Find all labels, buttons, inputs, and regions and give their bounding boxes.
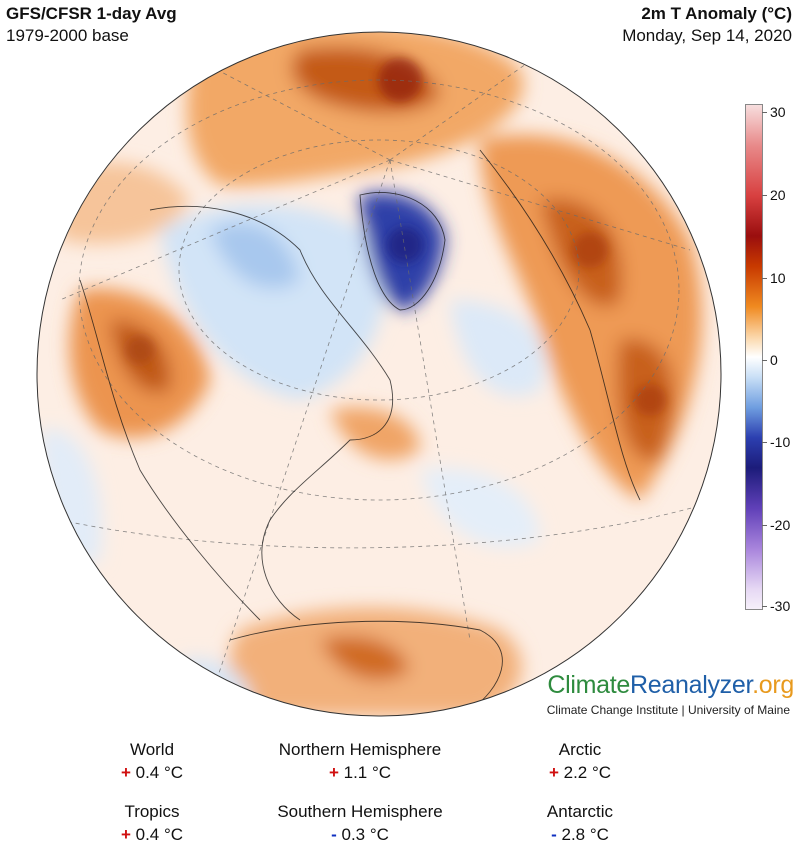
- stat-label: Tropics: [124, 802, 180, 821]
- stat-label: Southern Hemisphere: [277, 802, 443, 821]
- colorbar-tick: 30: [762, 104, 800, 120]
- stat-northern-hemisphere: Northern Hemisphere + 1.1 °C: [240, 738, 480, 784]
- header-right: 2m T Anomaly (°C) Monday, Sep 14, 2020: [622, 3, 792, 47]
- colorbar-tick: 10: [762, 270, 800, 286]
- stat-world: World + 0.4 °C: [32, 738, 272, 784]
- brand-part-2: Reanalyzer: [630, 671, 753, 699]
- model-title: GFS/CFSR 1-day Avg: [6, 4, 177, 23]
- colorbar: [745, 104, 763, 610]
- globe-outline: [36, 31, 722, 717]
- stat-sign: +: [548, 763, 559, 782]
- stat-sign: +: [120, 763, 131, 782]
- stat-tropics: Tropics + 0.4 °C: [32, 800, 272, 846]
- stat-southern-hemisphere: Southern Hemisphere - 0.3 °C: [240, 800, 480, 846]
- colorbar-tick: 0: [762, 352, 800, 368]
- stat-value: 1.1 °C: [343, 763, 392, 782]
- stat-label: World: [129, 740, 175, 759]
- date-label: Monday, Sep 14, 2020: [622, 26, 792, 45]
- brand-subtitle: Climate Change Institute | University of…: [546, 703, 790, 717]
- stat-label: Northern Hemisphere: [278, 740, 442, 759]
- stat-sign: -: [331, 825, 337, 844]
- stat-label: Antarctic: [546, 802, 614, 821]
- stat-label: Arctic: [558, 740, 602, 759]
- brand-part-1: Climate: [547, 671, 631, 699]
- variable-title: 2m T Anomaly (°C): [641, 4, 792, 23]
- colorbar-tick: 20: [762, 187, 800, 203]
- base-period: 1979-2000 base: [6, 26, 129, 45]
- colorbar-tick: -10: [762, 434, 800, 450]
- stat-value: 2.2 °C: [563, 763, 612, 782]
- stat-arctic: Arctic + 2.2 °C: [460, 738, 700, 784]
- stat-antarctic: Antarctic - 2.8 °C: [460, 800, 700, 846]
- header-left: GFS/CFSR 1-day Avg 1979-2000 base: [6, 3, 177, 47]
- colorbar-tick: -30: [762, 598, 800, 614]
- stat-sign: -: [551, 825, 557, 844]
- stat-sign: +: [328, 763, 339, 782]
- stat-value: 0.4 °C: [135, 825, 184, 844]
- colorbar-tick: -20: [762, 517, 800, 533]
- stat-sign: +: [120, 825, 131, 844]
- globe-field: [37, 32, 721, 716]
- brand-part-3: .org: [752, 671, 794, 699]
- stat-value: 0.4 °C: [135, 763, 184, 782]
- stat-value: 0.3 °C: [341, 825, 389, 844]
- stat-value: 2.8 °C: [561, 825, 609, 844]
- brand-logo: ClimateReanalyzer.org: [547, 671, 794, 700]
